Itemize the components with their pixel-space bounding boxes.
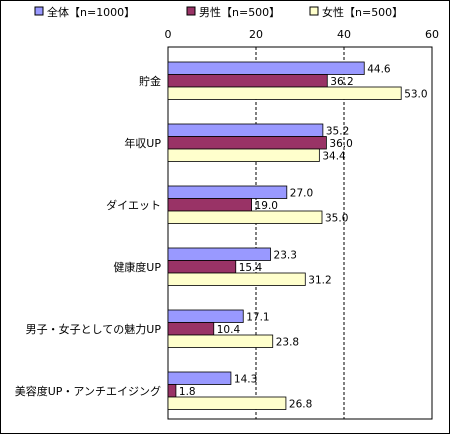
category-label-0: 貯金 — [139, 74, 161, 88]
data-label-2-0: 53.0 — [404, 89, 427, 101]
bar-2-4 — [167, 334, 274, 348]
bar-0-5 — [167, 371, 232, 385]
bar-2-3 — [167, 272, 306, 286]
data-label-2-4: 23.8 — [276, 337, 299, 349]
data-label-1-3: 15.4 — [239, 262, 263, 274]
data-label-0-2: 27.0 — [290, 188, 313, 200]
data-label-0-1: 35.2 — [326, 126, 349, 138]
data-label-2-1: 34.4 — [322, 151, 346, 163]
bar-0-3 — [167, 247, 271, 261]
legend-label-1: 男性【n=500】 — [199, 5, 280, 19]
bar-2-1 — [167, 148, 320, 162]
data-label-1-2: 19.0 — [255, 200, 278, 212]
bar-0-0 — [167, 61, 365, 75]
legend-swatch-1 — [186, 6, 196, 16]
category-label-4: 男子・女子としての魅力UP — [26, 322, 162, 336]
legend: 全体【n=1000】 男性【n=500】 女性【n=500】 — [34, 5, 403, 19]
category-label-5: 美容度UP・アンチエイジング — [15, 384, 161, 398]
data-label-1-1: 36.0 — [329, 138, 352, 150]
bar-1-1 — [167, 136, 327, 150]
x-tick-label-0: 0 — [165, 28, 172, 41]
data-label-0-3: 23.3 — [274, 250, 297, 262]
bar-1-0 — [167, 74, 328, 88]
legend-swatch-0 — [34, 6, 44, 16]
data-label-2-5: 26.8 — [289, 399, 312, 411]
bar-1-5 — [167, 384, 177, 398]
data-label-0-4: 17.1 — [246, 312, 269, 324]
data-label-2-2: 35.0 — [325, 213, 348, 225]
data-label-2-3: 31.2 — [308, 275, 331, 287]
x-tick-label-1: 20 — [249, 28, 263, 41]
bar-1-4 — [167, 322, 215, 336]
gridlines — [167, 46, 433, 420]
x-tick-label-3: 60 — [425, 28, 439, 41]
data-label-1-5: 1.8 — [179, 386, 196, 398]
data-labels: 44.6 36.2 53.0 35.236.034.4 27.0 19.0 35.0 23.3… — [179, 64, 428, 411]
bar-1-2 — [167, 198, 252, 212]
plot-area — [167, 46, 433, 420]
bar-2-0 — [167, 86, 402, 100]
legend-swatch-2 — [309, 6, 319, 16]
category-label-3: 健康度UP — [113, 260, 161, 274]
data-label-1-4: 10.4 — [217, 324, 241, 336]
data-label-0-5: 14.3 — [234, 374, 257, 386]
bar-1-3 — [167, 260, 237, 274]
bar-2-2 — [167, 210, 323, 224]
data-label-1-0: 36.2 — [330, 76, 353, 88]
legend-label-0: 全体【n=1000】 — [47, 5, 135, 19]
x-axis: 0 20 40 60 — [165, 28, 440, 41]
bar-0-1 — [167, 123, 324, 137]
x-tick-label-2: 40 — [337, 28, 351, 41]
bar-0-2 — [167, 185, 288, 199]
data-label-0-0: 44.6 — [367, 64, 391, 76]
legend-label-2: 女性【n=500】 — [322, 5, 403, 19]
bars — [167, 61, 402, 410]
bar-0-4 — [167, 309, 244, 323]
category-label-2: ダイエット — [106, 198, 161, 212]
bar-2-5 — [167, 396, 287, 410]
category-label-1: 年収UP — [124, 136, 161, 150]
